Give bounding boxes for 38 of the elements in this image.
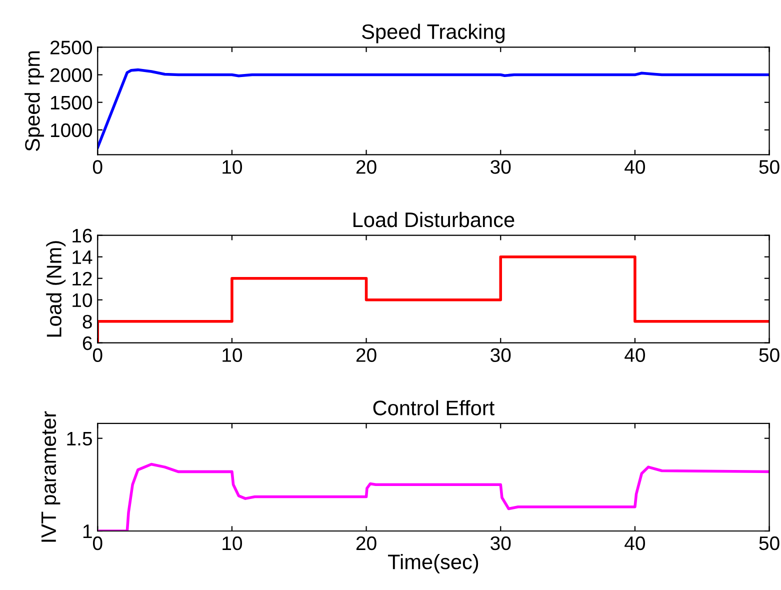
chart-title: Load Disturbance <box>354 212 514 228</box>
y-axis-title: IVT parameter <box>42 411 60 542</box>
x-tick-label: 20 <box>356 160 376 174</box>
y-tick-label: 1500 <box>50 96 92 110</box>
x-tick-label: 40 <box>624 348 646 362</box>
y-tick-label: 8 <box>82 314 92 329</box>
x-tick-label: 30 <box>490 536 511 550</box>
line-series <box>98 68 770 149</box>
x-tick-label: 0 <box>92 160 102 174</box>
y-tick-label: 16 <box>72 228 92 243</box>
y-tick-label: 6 <box>82 336 92 350</box>
y-tick-label: 1.5 <box>67 432 92 446</box>
y-axis-title: Load (Nm) <box>46 241 66 337</box>
x-tick-label: 10 <box>222 536 242 550</box>
x-tick-label: 40 <box>624 160 646 174</box>
x-tick-label: 10 <box>222 348 242 362</box>
x-tick-label: 10 <box>222 160 242 174</box>
x-tick-label: 20 <box>356 348 376 362</box>
x-tick-label: 20 <box>356 536 376 550</box>
x-tick-label: 40 <box>624 536 646 550</box>
x-tick-label: 30 <box>490 348 511 362</box>
x-tick-label: 0 <box>92 348 102 362</box>
x-tick-label: 30 <box>490 160 511 174</box>
y-tick-label: 2000 <box>50 68 92 82</box>
y-tick-label: 10 <box>72 293 92 308</box>
y-tick-label: 1 <box>83 524 92 538</box>
y-tick-label: 2500 <box>50 40 92 54</box>
x-tick-label: 0 <box>92 536 102 550</box>
chart-title: Speed Tracking <box>362 24 504 44</box>
chart-title: Control Effort <box>373 400 494 416</box>
x-tick-label: 50 <box>759 348 780 362</box>
x-tick-label: 50 <box>759 536 780 550</box>
y-tick-label: 14 <box>72 250 92 264</box>
x-tick-label: 50 <box>759 160 780 174</box>
x-axis-title: Time(sec) <box>388 554 478 574</box>
y-axis-title: Speed rpm <box>24 51 44 151</box>
y-tick-label: 1000 <box>50 123 92 138</box>
y-tick-label: 12 <box>72 272 92 286</box>
